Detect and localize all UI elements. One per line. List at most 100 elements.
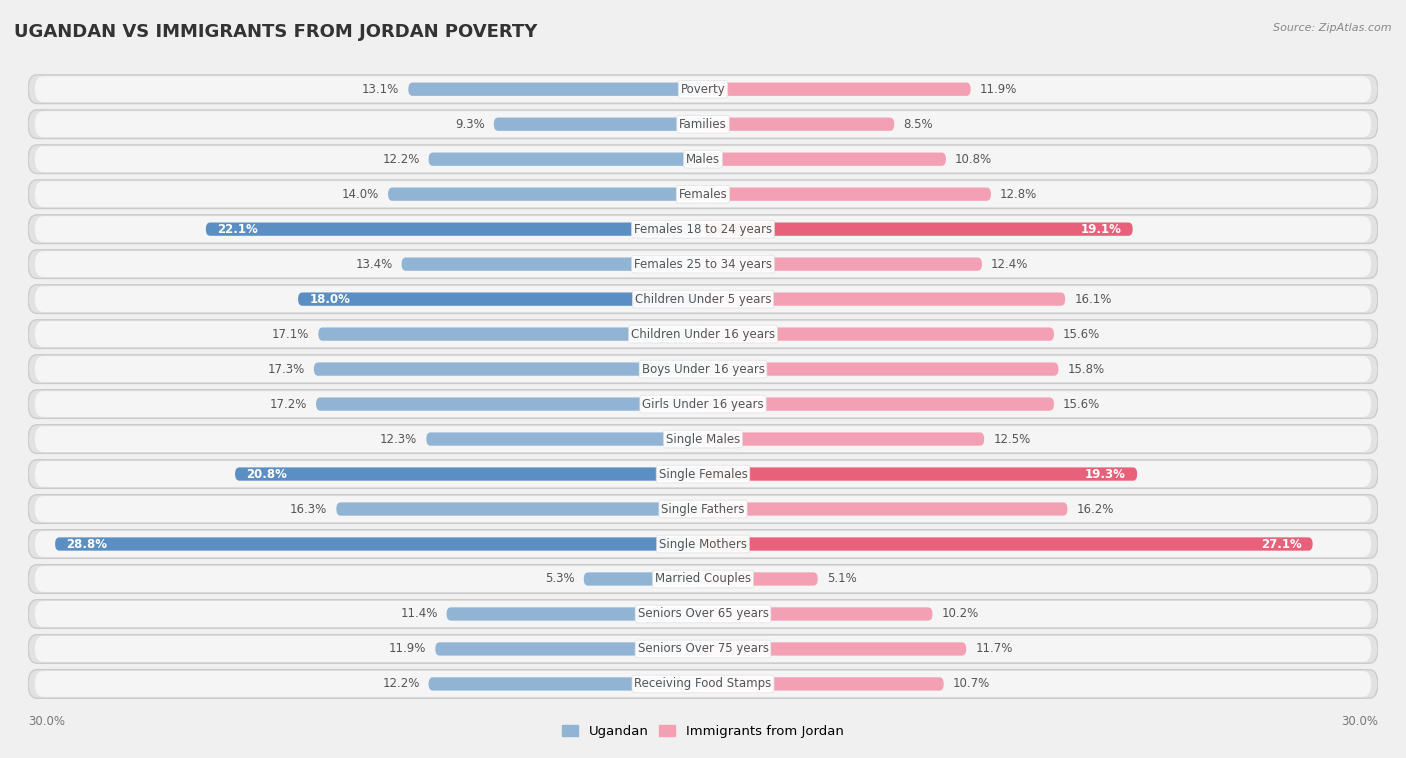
FancyBboxPatch shape: [28, 565, 1378, 594]
Text: 28.8%: 28.8%: [66, 537, 107, 550]
Text: 30.0%: 30.0%: [28, 716, 65, 728]
FancyBboxPatch shape: [703, 642, 966, 656]
Text: 10.8%: 10.8%: [955, 152, 993, 166]
FancyBboxPatch shape: [703, 152, 946, 166]
FancyBboxPatch shape: [426, 432, 703, 446]
Text: Single Fathers: Single Fathers: [661, 503, 745, 515]
Text: 20.8%: 20.8%: [246, 468, 287, 481]
FancyBboxPatch shape: [703, 397, 1054, 411]
Text: 12.4%: 12.4%: [991, 258, 1028, 271]
FancyBboxPatch shape: [703, 293, 1066, 305]
Text: Source: ZipAtlas.com: Source: ZipAtlas.com: [1274, 23, 1392, 33]
FancyBboxPatch shape: [703, 258, 981, 271]
FancyBboxPatch shape: [28, 285, 1378, 314]
Text: 17.2%: 17.2%: [270, 398, 307, 411]
Text: 17.1%: 17.1%: [271, 327, 309, 340]
FancyBboxPatch shape: [28, 110, 1378, 139]
FancyBboxPatch shape: [28, 145, 1378, 174]
FancyBboxPatch shape: [28, 459, 1378, 488]
FancyBboxPatch shape: [703, 327, 1054, 341]
FancyBboxPatch shape: [703, 503, 1067, 515]
FancyBboxPatch shape: [35, 391, 1371, 417]
Text: Seniors Over 65 years: Seniors Over 65 years: [637, 607, 769, 621]
Text: 12.5%: 12.5%: [993, 433, 1031, 446]
FancyBboxPatch shape: [35, 251, 1371, 277]
Text: Single Males: Single Males: [666, 433, 740, 446]
FancyBboxPatch shape: [28, 390, 1378, 418]
Text: 10.2%: 10.2%: [942, 607, 979, 621]
Text: 12.3%: 12.3%: [380, 433, 418, 446]
FancyBboxPatch shape: [28, 75, 1378, 104]
Text: Children Under 16 years: Children Under 16 years: [631, 327, 775, 340]
FancyBboxPatch shape: [703, 117, 894, 131]
FancyBboxPatch shape: [703, 83, 970, 96]
Text: 13.1%: 13.1%: [363, 83, 399, 96]
FancyBboxPatch shape: [35, 356, 1371, 382]
Text: Females 25 to 34 years: Females 25 to 34 years: [634, 258, 772, 271]
Text: 16.3%: 16.3%: [290, 503, 328, 515]
Text: 12.2%: 12.2%: [382, 152, 419, 166]
Text: 30.0%: 30.0%: [1341, 716, 1378, 728]
FancyBboxPatch shape: [703, 607, 932, 621]
FancyBboxPatch shape: [28, 669, 1378, 698]
FancyBboxPatch shape: [314, 362, 703, 376]
Text: UGANDAN VS IMMIGRANTS FROM JORDAN POVERTY: UGANDAN VS IMMIGRANTS FROM JORDAN POVERT…: [14, 23, 537, 41]
Text: Females 18 to 24 years: Females 18 to 24 years: [634, 223, 772, 236]
Text: 22.1%: 22.1%: [217, 223, 257, 236]
FancyBboxPatch shape: [703, 432, 984, 446]
Text: 5.3%: 5.3%: [546, 572, 575, 585]
FancyBboxPatch shape: [35, 671, 1371, 697]
Text: Children Under 5 years: Children Under 5 years: [634, 293, 772, 305]
Text: Families: Families: [679, 117, 727, 130]
FancyBboxPatch shape: [35, 601, 1371, 627]
Text: 19.1%: 19.1%: [1081, 223, 1122, 236]
FancyBboxPatch shape: [28, 634, 1378, 663]
FancyBboxPatch shape: [28, 180, 1378, 208]
Text: 10.7%: 10.7%: [953, 678, 990, 691]
FancyBboxPatch shape: [429, 152, 703, 166]
Legend: Ugandan, Immigrants from Jordan: Ugandan, Immigrants from Jordan: [557, 719, 849, 743]
FancyBboxPatch shape: [703, 572, 818, 586]
Text: Seniors Over 75 years: Seniors Over 75 years: [637, 643, 769, 656]
FancyBboxPatch shape: [35, 216, 1371, 242]
FancyBboxPatch shape: [35, 146, 1371, 172]
FancyBboxPatch shape: [583, 572, 703, 586]
Text: 17.3%: 17.3%: [267, 362, 305, 375]
FancyBboxPatch shape: [388, 187, 703, 201]
Text: 14.0%: 14.0%: [342, 188, 380, 201]
Text: Boys Under 16 years: Boys Under 16 years: [641, 362, 765, 375]
Text: 18.0%: 18.0%: [309, 293, 350, 305]
FancyBboxPatch shape: [35, 321, 1371, 347]
Text: 11.4%: 11.4%: [401, 607, 437, 621]
FancyBboxPatch shape: [35, 426, 1371, 452]
FancyBboxPatch shape: [429, 678, 703, 691]
FancyBboxPatch shape: [35, 181, 1371, 207]
FancyBboxPatch shape: [336, 503, 703, 515]
FancyBboxPatch shape: [35, 531, 1371, 557]
FancyBboxPatch shape: [28, 320, 1378, 349]
FancyBboxPatch shape: [28, 215, 1378, 243]
FancyBboxPatch shape: [408, 83, 703, 96]
FancyBboxPatch shape: [28, 250, 1378, 278]
Text: Single Mothers: Single Mothers: [659, 537, 747, 550]
FancyBboxPatch shape: [35, 496, 1371, 522]
FancyBboxPatch shape: [318, 327, 703, 341]
Text: 11.9%: 11.9%: [980, 83, 1017, 96]
FancyBboxPatch shape: [35, 287, 1371, 312]
FancyBboxPatch shape: [402, 258, 703, 271]
Text: Girls Under 16 years: Girls Under 16 years: [643, 398, 763, 411]
Text: Single Females: Single Females: [658, 468, 748, 481]
Text: 15.8%: 15.8%: [1067, 362, 1105, 375]
Text: 12.8%: 12.8%: [1000, 188, 1038, 201]
Text: 27.1%: 27.1%: [1261, 537, 1302, 550]
Text: 15.6%: 15.6%: [1063, 327, 1099, 340]
Text: 12.2%: 12.2%: [382, 678, 419, 691]
Text: 5.1%: 5.1%: [827, 572, 856, 585]
FancyBboxPatch shape: [298, 293, 703, 305]
Text: 11.9%: 11.9%: [389, 643, 426, 656]
FancyBboxPatch shape: [703, 468, 1137, 481]
FancyBboxPatch shape: [703, 537, 1313, 550]
Text: Receiving Food Stamps: Receiving Food Stamps: [634, 678, 772, 691]
FancyBboxPatch shape: [35, 111, 1371, 137]
FancyBboxPatch shape: [494, 117, 703, 131]
